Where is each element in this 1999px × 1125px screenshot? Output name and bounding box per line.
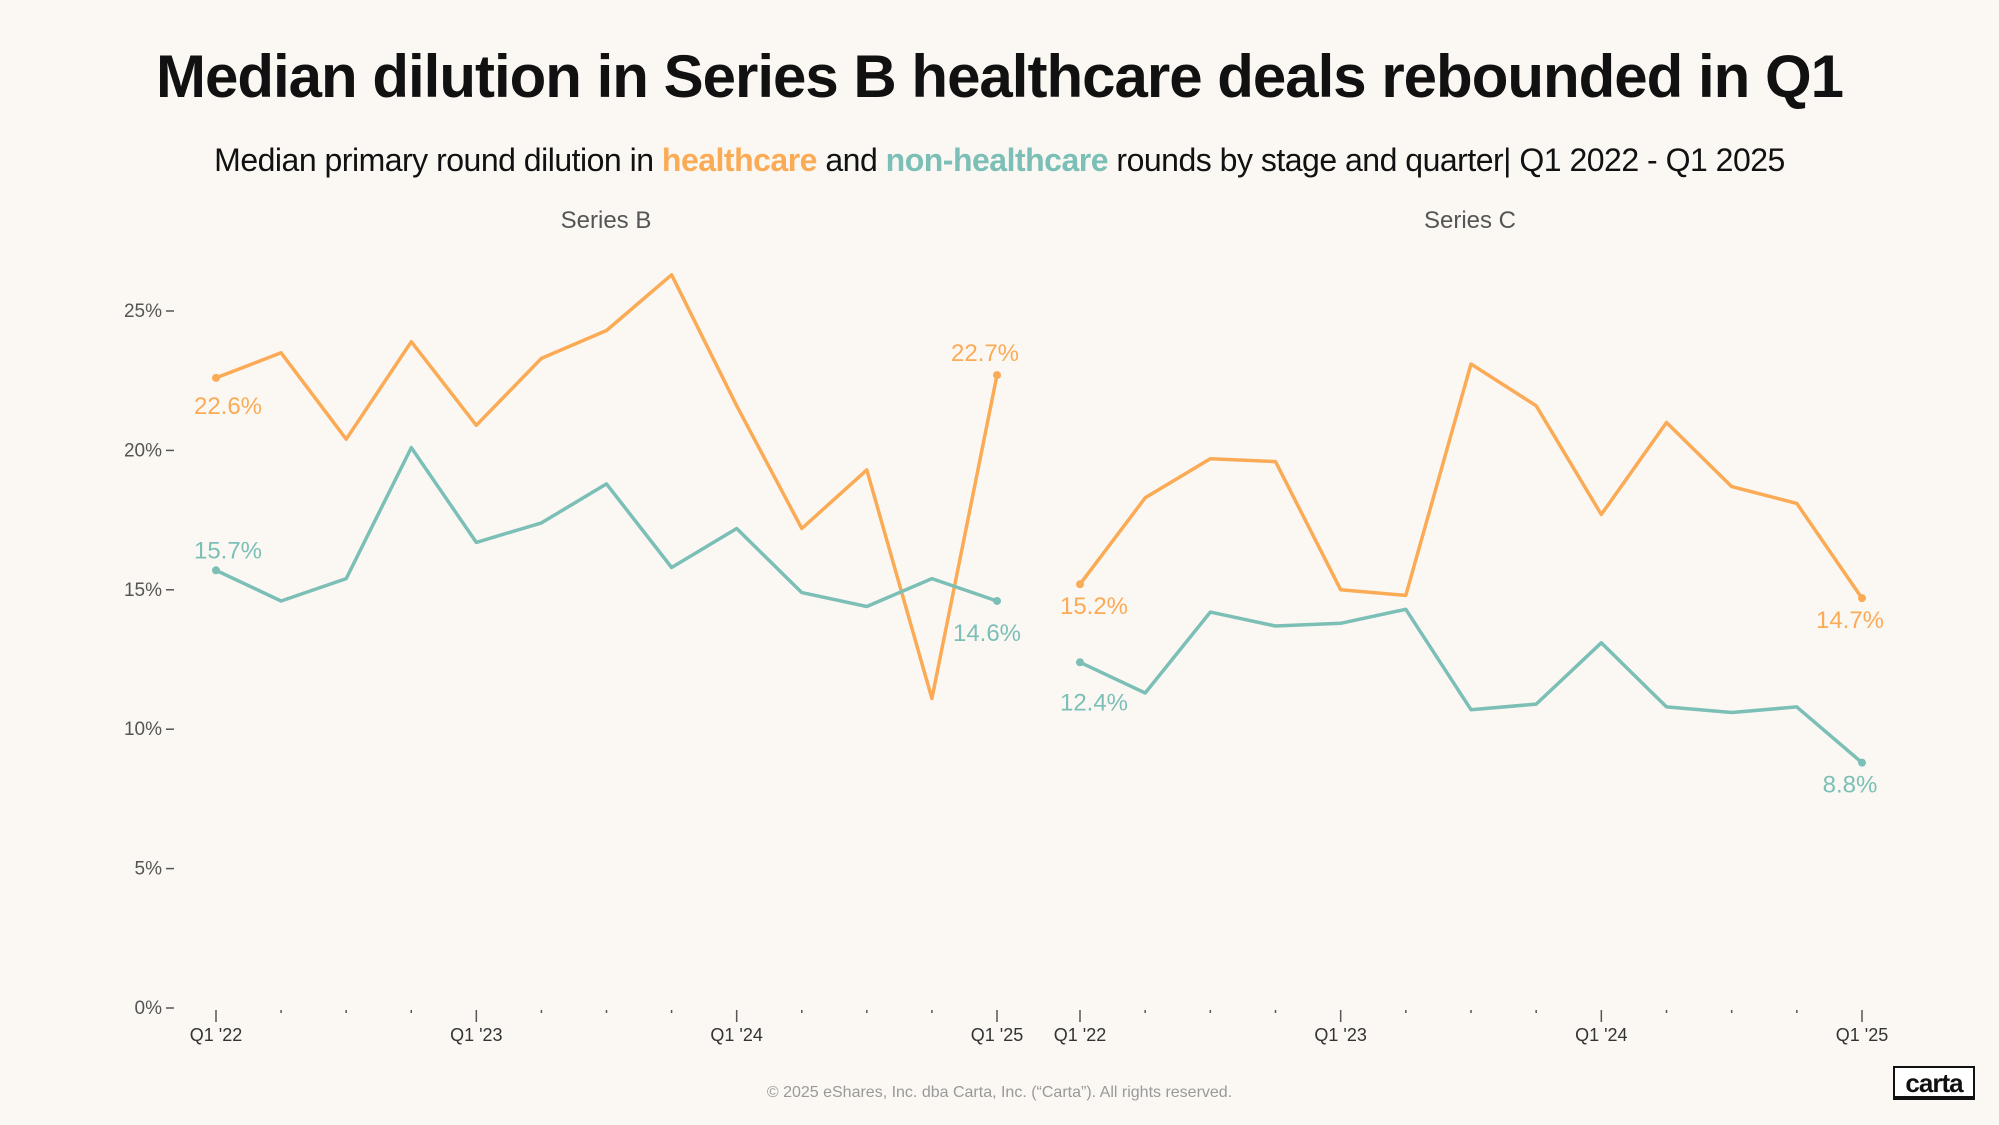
data-point-healthcare [1858, 594, 1866, 603]
data-label-healthcare: 22.7% [951, 340, 1019, 367]
series-line-non-healthcare [1079, 607, 1864, 765]
chart-title: Median dilution in Series B healthcare d… [155, 43, 1844, 110]
chart-subtitle: Median primary round dilution in healthc… [0, 140, 1999, 180]
subtitle-text: rounds by stage and quarter| Q1 2022 - Q… [1108, 142, 1785, 178]
y-tick-label: 5% [135, 859, 163, 880]
subtitle-text: and [816, 142, 886, 178]
data-label-healthcare: 14.7% [1816, 607, 1884, 634]
data-point-healthcare [1076, 580, 1084, 589]
data-point-non-healthcare [212, 566, 220, 575]
x-tick-label: Q1 '25 [971, 1025, 1023, 1045]
x-tick-label: Q1 '24 [1575, 1025, 1627, 1045]
data-point-healthcare [993, 371, 1001, 380]
data-label-non-healthcare: 15.7% [194, 537, 262, 564]
data-point-non-healthcare [1858, 758, 1866, 767]
x-tick-label: Q1 '23 [450, 1025, 502, 1045]
subtitle-text: Median primary round dilution in [214, 142, 662, 178]
y-tick-label: 0% [135, 998, 163, 1019]
x-tick-label: Q1 '25 [1836, 1025, 1888, 1045]
data-point-non-healthcare [1076, 658, 1084, 667]
x-tick-label: Q1 '22 [190, 1025, 242, 1045]
y-tick-label: 20% [124, 440, 162, 461]
data-label-non-healthcare: 12.4% [1060, 689, 1128, 716]
x-tick-label: Q1 '24 [710, 1025, 762, 1045]
legend-healthcare: healthcare [661, 142, 818, 178]
y-tick-label: 25% [124, 301, 162, 322]
series-line-healthcare [215, 273, 999, 701]
series-line-non-healthcare [215, 445, 998, 609]
data-point-healthcare [212, 373, 220, 382]
series-line-healthcare [1078, 362, 1864, 600]
panel-title: Series C [1424, 207, 1516, 234]
data-point-non-healthcare [993, 596, 1001, 605]
legend-non-healthcare: non-healthcare [885, 142, 1109, 178]
x-tick-label: Q1 '22 [1054, 1025, 1106, 1045]
y-tick-label: 10% [124, 719, 162, 740]
x-tick-label: Q1 '23 [1314, 1025, 1366, 1045]
data-label-non-healthcare: 14.6% [953, 620, 1021, 647]
data-label-non-healthcare: 8.8% [1823, 772, 1878, 799]
y-tick-label: 15% [124, 580, 162, 601]
carta-logo: carta [1893, 1066, 1975, 1100]
data-label-healthcare: 22.6% [194, 393, 262, 420]
panel-title: Series B [561, 207, 652, 234]
data-label-healthcare: 15.2% [1060, 593, 1128, 620]
copyright: © 2025 eShares, Inc. dba Carta, Inc. (“C… [766, 1084, 1233, 1101]
